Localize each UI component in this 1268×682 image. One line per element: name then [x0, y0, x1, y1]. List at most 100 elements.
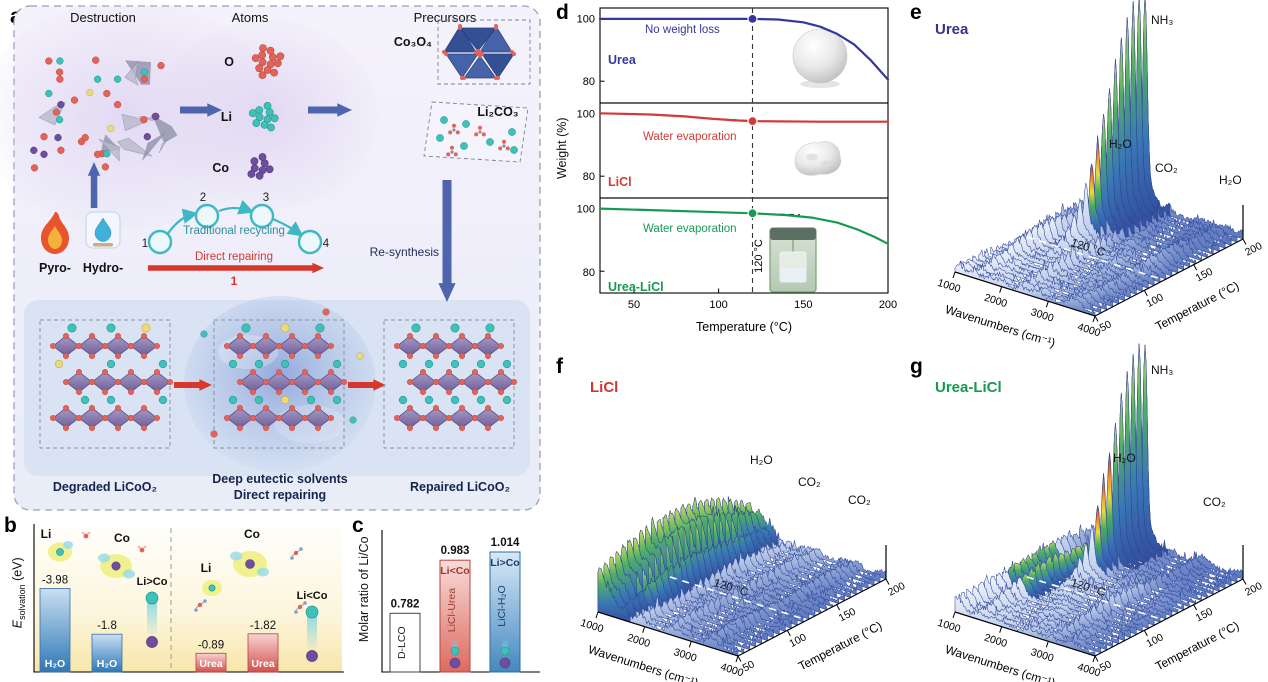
peak-annotation-CO₂: CO₂ — [1155, 161, 1178, 175]
oxygen-atom — [459, 333, 466, 340]
coo-polyhedron — [463, 55, 497, 79]
bar-solvent-label: H₂O — [45, 658, 65, 670]
lithium-atom — [248, 109, 257, 117]
hydrogen-atom — [81, 531, 85, 535]
droplet — [94, 217, 112, 242]
lithium-atom — [263, 102, 272, 110]
oxygen-atom — [236, 353, 243, 360]
caption-des-line1: Deep eutectic solvents — [212, 472, 348, 486]
oxygen-atom — [55, 68, 64, 76]
oxygen-atom — [259, 44, 267, 52]
powder-texture — [821, 161, 831, 167]
ftir-surface — [597, 496, 887, 657]
y-axis-title: Temperature (°C) — [1153, 618, 1241, 673]
cobalt-atom — [40, 150, 48, 158]
y-ticks — [600, 18, 605, 272]
relation-label-h2o: Li>Co — [137, 576, 168, 588]
li-solvation-isosurface — [48, 541, 73, 562]
atom-label-li: Li — [221, 110, 232, 124]
lithium-atom — [486, 138, 494, 146]
x-tick-mark — [735, 655, 739, 663]
lithium-atom — [508, 128, 516, 136]
plot-title-urea-licl: Urea-LiCl — [935, 379, 1002, 396]
hydro-label: Hydro- — [83, 261, 123, 275]
beaker-photo — [769, 227, 817, 293]
y-tick-label: 150 — [1194, 266, 1215, 285]
spectrum-ridge — [954, 593, 1096, 657]
spectrum-ridge — [966, 588, 1108, 651]
oxygen-atom — [262, 405, 269, 412]
oxygen-atom — [88, 353, 95, 360]
oxygen-atom — [50, 343, 57, 350]
marker-dot-Urea-LiCl — [747, 208, 758, 219]
oxygen-atom — [289, 333, 296, 340]
oxygen-atom — [458, 26, 462, 30]
diffusion-tail — [147, 594, 157, 636]
direct-repair-arrow — [148, 262, 324, 274]
oxygen-atom — [236, 405, 243, 412]
lithium-atom — [315, 323, 325, 333]
oxygen-atom — [81, 133, 89, 142]
li-label: Li — [41, 527, 52, 541]
oxygen-atom — [262, 425, 269, 432]
solvation-bar-Urea-Li — [195, 652, 227, 673]
nitrogen-atom — [194, 608, 198, 612]
series-annotation: Water evaporation — [643, 131, 737, 143]
cobalt-atom-cluster — [247, 153, 274, 180]
lithium-atom — [398, 359, 408, 369]
oxygen-atom — [302, 343, 309, 350]
x-tick-label: 150 — [794, 299, 812, 311]
y-tick-label: 150 — [1194, 606, 1215, 625]
oxygen-atom — [268, 53, 277, 62]
coo-polyhedron — [479, 25, 513, 53]
debris-shard — [124, 60, 139, 86]
series-annotation: No weight loss — [645, 24, 720, 36]
caption-degraded: Degraded LiCoO₂ — [53, 480, 157, 494]
oxygen-atom — [420, 389, 427, 396]
oxygen-atom — [63, 425, 70, 432]
oxygen-atom — [276, 369, 283, 376]
x-tick-label: 2000 — [983, 632, 1009, 651]
oxygen-atom — [249, 389, 256, 396]
x-tick-label: 50 — [628, 299, 640, 311]
impurity-atom — [86, 88, 94, 97]
isosurface-lobe — [98, 553, 110, 563]
oxygen-atom — [140, 379, 147, 386]
oxygen-atom — [459, 379, 466, 386]
oxygen-atom — [127, 343, 134, 350]
oxygen-atom — [236, 379, 243, 386]
x-tick-mark — [999, 626, 1003, 633]
lithium-atom — [424, 395, 434, 405]
y-tick-label: 50 — [1098, 658, 1114, 674]
cobalt-atom — [306, 650, 318, 662]
oxygen-atom — [103, 89, 111, 98]
oxygen-atom — [455, 130, 460, 135]
cobalt-atom — [30, 146, 38, 154]
lithium-atom — [398, 395, 408, 405]
liquid — [781, 268, 805, 281]
oxygen-atom — [498, 415, 505, 422]
lithium-atom — [476, 359, 486, 369]
oxygen-atom — [407, 425, 414, 432]
oxygen-atom — [474, 132, 479, 137]
peak-annotation-NH₃: NH₃ — [1151, 363, 1173, 377]
bar-category-label: LiCl-H₂O — [496, 585, 508, 626]
co-label: Co — [114, 531, 130, 545]
oxygen-atom — [293, 550, 299, 556]
oxygen-atom — [407, 379, 414, 386]
cycle-step-1: 1 — [142, 238, 148, 250]
lithium-atom — [93, 75, 102, 83]
traditional-recycling-label: Traditional recycling — [183, 225, 285, 237]
lithium-atom — [510, 146, 518, 154]
oxygen-atom — [315, 333, 322, 340]
peak-annotation-NH₃: NH₃ — [1151, 13, 1173, 27]
unit-cell-outline — [213, 319, 345, 449]
oxygen-atom — [127, 415, 134, 422]
nitrogen-atom — [299, 547, 303, 551]
oxygen-atom — [101, 343, 108, 350]
lithium-atom — [255, 106, 264, 115]
y-tick-label: 80 — [583, 171, 595, 183]
x-ticks — [633, 288, 889, 293]
lithium-atom-cluster — [248, 102, 279, 132]
